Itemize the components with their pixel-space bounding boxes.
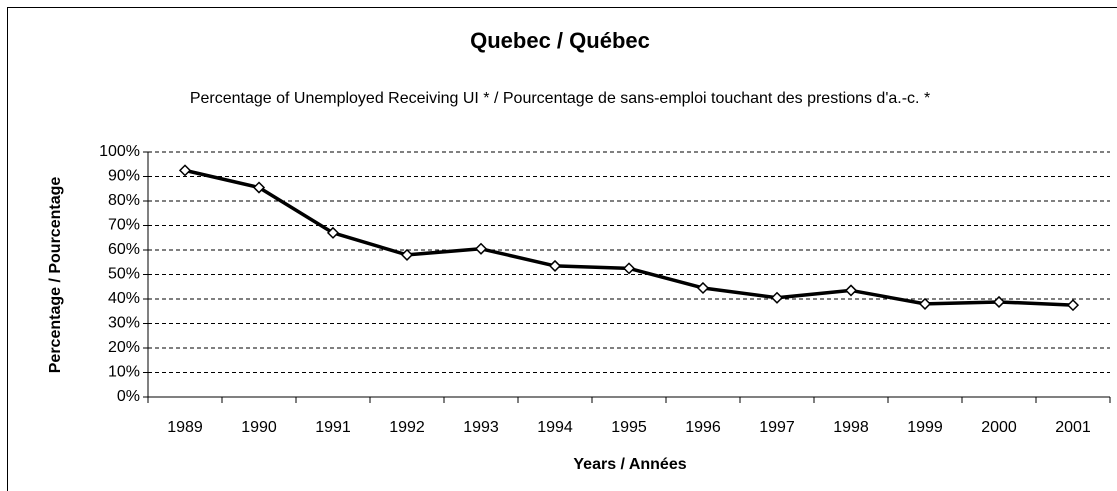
y-tick-label: 20% [108, 339, 140, 356]
x-tick-label: 1995 [611, 419, 647, 436]
y-tick-label: 30% [108, 315, 140, 332]
y-tick-label: 90% [108, 168, 140, 185]
y-tick-label: 50% [108, 266, 140, 283]
y-tick-label: 40% [108, 290, 140, 307]
marker [178, 164, 192, 177]
x-tick-label: 1994 [537, 419, 573, 436]
y-tick-label: 60% [108, 241, 140, 258]
y-tick-label: 80% [108, 192, 140, 209]
marker [548, 259, 562, 272]
marker [770, 291, 784, 304]
y-axis-label: Percentage / Pourcentage [47, 177, 64, 374]
x-tick-label: 1990 [241, 419, 277, 436]
chart-subtitle: Percentage of Unemployed Receiving UI * … [190, 90, 930, 107]
y-tick-label: 70% [108, 217, 140, 234]
marker [252, 181, 266, 194]
x-tick-label: 1996 [685, 419, 721, 436]
chart-title: Quebec / Québec [470, 28, 650, 53]
marker [1066, 299, 1080, 312]
x-tick-label: 1992 [389, 419, 425, 436]
marker [474, 242, 488, 255]
marker [918, 297, 932, 310]
marker [696, 281, 710, 295]
marker [400, 248, 414, 261]
x-tick-label: 1989 [167, 419, 203, 436]
x-tick-label: 1999 [907, 419, 943, 436]
y-tick-label: 100% [99, 143, 140, 160]
x-axis-label: Years / Années [573, 456, 686, 473]
marker [622, 262, 636, 275]
x-tick-label: 1998 [833, 419, 869, 436]
chart-frame [7, 7, 1117, 491]
y-tick-label: 0% [117, 388, 140, 405]
x-tick-label: 2001 [1055, 419, 1091, 436]
marker [326, 226, 340, 239]
x-tick-label: 1997 [759, 419, 795, 436]
marker [844, 284, 858, 297]
x-tick-label: 1993 [463, 419, 499, 436]
x-tick-label: 1991 [315, 419, 351, 436]
x-tick-label: 2000 [981, 419, 1017, 436]
y-tick-label: 10% [108, 364, 140, 381]
marker [992, 295, 1006, 309]
